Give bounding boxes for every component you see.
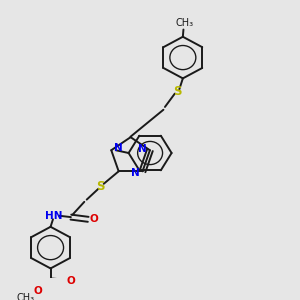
- Text: S: S: [97, 180, 105, 193]
- Text: CH₃: CH₃: [16, 292, 34, 300]
- Text: O: O: [34, 286, 42, 296]
- Text: O: O: [89, 214, 98, 224]
- Text: N: N: [131, 168, 140, 178]
- Text: N: N: [114, 143, 122, 153]
- Text: HN: HN: [45, 211, 62, 221]
- Text: N: N: [138, 144, 147, 154]
- Text: S: S: [172, 85, 181, 98]
- Text: CH₃: CH₃: [175, 18, 194, 28]
- Text: O: O: [67, 277, 76, 286]
